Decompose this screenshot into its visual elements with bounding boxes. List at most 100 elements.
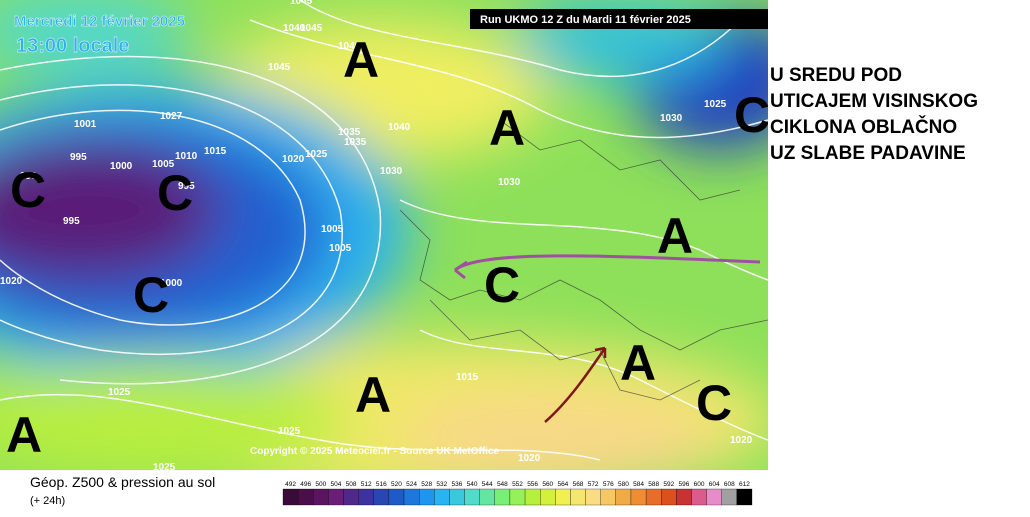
- colorbar-label: 588: [648, 481, 659, 488]
- colorbar-label: 528: [421, 481, 432, 488]
- isobar-label: 1005: [329, 243, 352, 254]
- colorbar-swatch: [721, 488, 738, 506]
- isobar-label: 1045: [268, 62, 291, 73]
- isobar-label: 1030: [380, 166, 403, 177]
- colorbar-label: 552: [512, 481, 523, 488]
- isobar-label: 1040: [388, 122, 411, 133]
- colorbar-swatch: [479, 488, 495, 506]
- colorbar-swatch: [494, 488, 511, 506]
- pressure-center: A: [6, 407, 42, 463]
- isobar-label: 1025: [278, 426, 301, 437]
- pressure-center: A: [489, 100, 525, 156]
- colorbar-label: 496: [300, 481, 311, 488]
- colorbar-label: 532: [436, 481, 447, 488]
- colorbar-swatch: [524, 488, 541, 506]
- annotation-line: U SREDU POD: [770, 65, 902, 86]
- colorbar-swatch: [464, 488, 480, 506]
- run-info: Run UKMO 12 Z du Mardi 11 février 2025: [480, 14, 691, 26]
- isobar-label: 1015: [456, 372, 479, 383]
- colorbar-swatch: [570, 488, 586, 506]
- colorbar-swatch: [328, 488, 344, 506]
- colorbar: 492 496 500 504 508 512 516 520 524 528 532 536 540 5…: [282, 481, 753, 506]
- pressure-center: A: [355, 367, 391, 423]
- isobar-label: 990: [20, 171, 37, 182]
- annotation-line: UTICAJEM VISINSKOG: [770, 91, 978, 112]
- isobar-label: 1005: [321, 224, 344, 235]
- legend-subtitle: (+ 24h): [30, 495, 65, 507]
- annotation-line: UZ SLABE PADAVINE: [770, 143, 966, 164]
- annotation: U SREDU POD UTICAJEM VISINSKOG CIKLONA OBL…: [770, 65, 978, 164]
- colorbar-swatch: [691, 488, 707, 506]
- colorbar-label: 576: [603, 481, 614, 488]
- pressure-center: A: [343, 32, 379, 88]
- isobar-label: 1025: [704, 99, 727, 110]
- pressure-center: A: [657, 208, 693, 264]
- colorbar-label: 580: [618, 481, 629, 488]
- colorbar-swatch: [358, 488, 374, 506]
- colorbar-swatch: [373, 488, 390, 506]
- colorbar-swatch: [600, 488, 616, 506]
- colorbar-swatch: [282, 488, 299, 506]
- isobar-label: 1000: [110, 161, 133, 172]
- colorbar-swatch: [630, 488, 647, 506]
- colorbar-swatch: [555, 488, 571, 506]
- colorbar-label: 572: [588, 481, 599, 488]
- colorbar-swatch: [449, 488, 465, 506]
- colorbar-swatch: [615, 488, 632, 506]
- colorbar-label: 508: [346, 481, 357, 488]
- colorbar-swatch: [343, 488, 359, 506]
- colorbar-label: 524: [406, 481, 417, 488]
- copyright: Copyright © 2025 Meteociel.fr - Source U…: [250, 446, 500, 457]
- colorbar-label: 608: [724, 481, 735, 488]
- movement-arrow: [544, 347, 607, 423]
- colorbar-swatch: [676, 488, 692, 506]
- isobar-label: 1005: [152, 159, 175, 170]
- colorbar-label: 564: [557, 481, 568, 488]
- isobar-label: 1025: [108, 387, 131, 398]
- isobar-label: 1040: [283, 23, 306, 34]
- colorbar-label: 600: [694, 481, 705, 488]
- pressure-center: C: [10, 162, 46, 218]
- colorbar-label: 492: [285, 481, 296, 488]
- isobar-label: 1020: [730, 435, 753, 446]
- isobar-label: 995: [63, 216, 80, 227]
- isobar-label: 1020: [282, 154, 305, 165]
- isobar-label: 1010: [175, 151, 198, 162]
- colorbar-label: 544: [482, 481, 493, 488]
- pressure-center: C: [734, 87, 770, 143]
- pressure-center: C: [133, 267, 169, 323]
- isobar-label: 995: [178, 181, 195, 192]
- colorbar-swatch: [661, 488, 677, 506]
- isobar-label: 1015: [204, 146, 227, 157]
- colorbar-swatch: [645, 488, 662, 506]
- colorbar-label: 604: [709, 481, 720, 488]
- legend-title: Géop. Z500 & pression au sol: [30, 474, 215, 490]
- colorbar-swatch: [706, 488, 722, 506]
- colorbar-label: 568: [573, 481, 584, 488]
- isobar-label: 995: [70, 152, 87, 163]
- pressure-center: C: [157, 165, 193, 221]
- colorbar-swatch: [585, 488, 601, 506]
- colorbar-label: 560: [542, 481, 553, 488]
- isobar-label: 1030: [660, 113, 683, 124]
- colorbar-label: 596: [678, 481, 689, 488]
- colorbar-label: 612: [739, 481, 750, 488]
- isobar-label: 1020: [518, 453, 541, 464]
- colorbar-swatch: [313, 488, 329, 506]
- isobar-label: 1030: [498, 177, 521, 188]
- isobar-label: 1045: [290, 0, 313, 7]
- pressure-center: C: [484, 257, 520, 313]
- colorbar-swatch: [509, 488, 526, 506]
- map-date: Mercredi 12 février 2025: [14, 13, 185, 30]
- colorbar-swatch: [736, 488, 753, 506]
- isobar-label: 1020: [0, 276, 23, 287]
- colorbar-swatch: [419, 488, 435, 506]
- pressure-center: A: [620, 335, 656, 391]
- colorbar-swatch: [434, 488, 450, 506]
- isobar-label: 1025: [153, 462, 176, 473]
- colorbar-label: 592: [663, 481, 674, 488]
- colorbar-swatch: [403, 488, 420, 506]
- isobar-label: 1001: [74, 119, 97, 130]
- colorbar-label: 520: [391, 481, 402, 488]
